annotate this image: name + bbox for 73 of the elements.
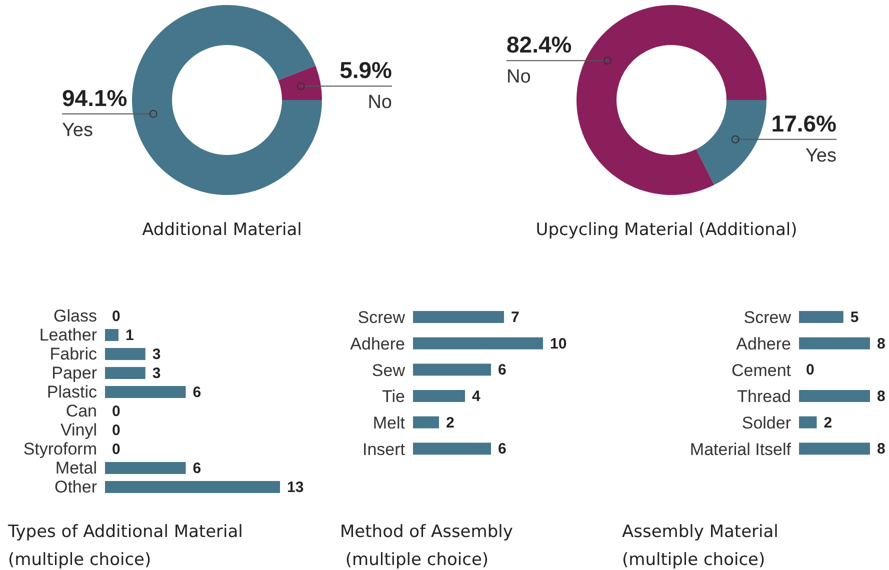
y-tick-label: Vinyl — [60, 420, 97, 440]
y-tick-label: Tie — [382, 387, 405, 406]
y-tick-label: Can — [66, 402, 97, 421]
bar — [105, 329, 118, 341]
y-tick-label: Sew — [372, 360, 406, 380]
data-label: 94.1% — [62, 84, 128, 111]
data-label: 17.6% — [771, 110, 836, 136]
y-tick-label: Solder — [742, 414, 792, 433]
data-label: 6 — [498, 440, 506, 458]
y-tick-label: Paper — [52, 364, 98, 383]
bar — [413, 364, 491, 376]
y-tick-label: Screw — [744, 308, 792, 328]
bar — [413, 337, 543, 350]
data-label: 2 — [446, 414, 454, 432]
y-tick-label: Adhere — [350, 334, 405, 354]
y-tick-label: Adhere — [736, 334, 791, 354]
slice-label: Yes — [806, 145, 836, 166]
y-tick-label: Material Itself — [690, 440, 792, 459]
y-tick-label: Leather — [39, 326, 98, 345]
bar — [413, 390, 465, 402]
text: Additional Material — [141, 219, 303, 242]
donut-slice — [278, 66, 322, 100]
data-label: 3 — [152, 365, 161, 382]
y-tick-label: Other — [54, 478, 98, 497]
y-tick-label: Styroform — [23, 440, 97, 459]
donut-slice — [132, 5, 322, 195]
data-label: 5.9% — [340, 57, 392, 84]
y-tick-label: Metal — [55, 458, 97, 478]
data-label: 8 — [877, 440, 886, 458]
data-label: 6 — [498, 362, 506, 379]
y-tick-label: Plastic — [46, 382, 98, 402]
bar — [413, 442, 491, 455]
slice-label: No — [506, 66, 531, 88]
bar — [105, 348, 146, 360]
bar — [413, 416, 439, 428]
data-label: 0 — [112, 422, 120, 439]
data-label: 8 — [877, 335, 886, 352]
bar — [105, 481, 280, 493]
data-label: 3 — [152, 346, 161, 363]
data-label: 1 — [125, 327, 134, 344]
data-label: 10 — [550, 335, 567, 352]
data-label: 0 — [112, 308, 120, 325]
text: Types of Additional Material (multiple choice) — [8, 521, 244, 570]
data-label: 4 — [472, 388, 481, 405]
text: Upcycling Material (Additional) — [534, 219, 798, 242]
data-label: 8 — [877, 388, 886, 405]
y-tick-label: Fabric — [50, 344, 98, 364]
text: Method of Assembly (multiple choice) — [340, 521, 514, 570]
y-tick-label: Cement — [731, 360, 792, 380]
bar — [105, 462, 186, 474]
bar — [105, 386, 186, 398]
slice-label: No — [368, 92, 392, 114]
y-tick-label: Melt — [372, 414, 406, 433]
data-label: 13 — [287, 479, 304, 496]
data-label: 0 — [112, 441, 120, 458]
y-tick-label: Insert — [362, 440, 406, 459]
data-label: 82.4% — [506, 32, 572, 58]
data-label: 0 — [112, 403, 120, 420]
bar — [105, 367, 146, 379]
data-label: 2 — [824, 414, 832, 432]
y-tick-label: Glass — [54, 306, 97, 326]
data-label: 6 — [192, 384, 202, 401]
data-label: 5 — [850, 309, 859, 326]
bar — [413, 311, 504, 323]
slice-label: Yes — [62, 120, 93, 141]
donut-slice — [696, 100, 766, 185]
donut-slice — [576, 5, 766, 195]
data-label: 0 — [806, 362, 814, 379]
data-label: 7 — [511, 309, 520, 326]
y-tick-label: Screw — [358, 308, 406, 328]
y-tick-label: Thread — [737, 387, 791, 406]
text: Assembly Material (multiple choice) — [622, 521, 780, 570]
data-label: 6 — [192, 460, 202, 477]
